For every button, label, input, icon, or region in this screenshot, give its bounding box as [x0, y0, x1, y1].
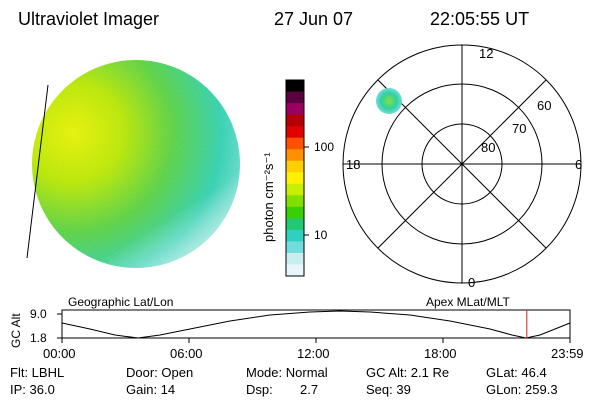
glat-readout: GLat: 46.4: [486, 365, 547, 380]
colorbar-segment: [286, 137, 304, 150]
gc-alt-readout: GC Alt: 2.1 Re: [366, 365, 450, 380]
x-tick-1200: 12:00: [297, 346, 330, 361]
colorbar-segment: [286, 229, 304, 242]
y-tick-low: 1.8: [30, 331, 47, 345]
ip-readout: IP: 36.0: [10, 382, 55, 397]
x-tick-0600: 06:00: [170, 346, 203, 361]
colorbar-segment: [286, 172, 304, 185]
colorbar-segment: [286, 264, 304, 277]
apex-mlat-mlt-label: Apex MLat/MLT: [426, 295, 510, 309]
mlt-label-18: 18: [346, 157, 361, 172]
terminator-line: [26, 84, 49, 259]
dsp-value: 2.7: [300, 382, 319, 397]
colorbar-segment: [286, 80, 304, 93]
mlat-label-60: 60: [537, 98, 552, 113]
colorbar-unit-label: photon cm⁻²s⁻¹: [261, 152, 276, 242]
colorbar-tick-10: 10: [314, 228, 328, 242]
time-label: 22:05:55 UT: [430, 9, 530, 29]
gain-readout: Gain: 14: [126, 382, 176, 397]
colorbar-segment: [286, 149, 304, 162]
y-tick-high: 9.0: [30, 307, 47, 321]
colorbar-segment: [286, 114, 304, 127]
uv-earth-disk-image: [26, 60, 240, 268]
colorbar-segment: [286, 218, 304, 231]
auroral-emission-patch: [376, 88, 402, 114]
colorbar-segment: [286, 206, 304, 219]
orbit-altitude-timeline: [57, 309, 571, 343]
dsp-label: Dsp:: [246, 382, 273, 397]
colorbar-segment: [286, 195, 304, 208]
colorbar-segment: [286, 252, 304, 265]
colorbar-segment: [286, 126, 304, 139]
colorbar-tick-100: 100: [314, 140, 335, 154]
x-tick-0000: 00:00: [43, 346, 76, 361]
geographic-latlon-label: Geographic Lat/Lon: [68, 295, 174, 309]
mlat-label-70: 70: [512, 121, 527, 136]
colorbar-segment: [286, 183, 304, 196]
instrument-title: Ultraviolet Imager: [18, 9, 160, 29]
mode-readout: Mode: Normal: [246, 365, 328, 380]
x-tick-2359: 23:59: [551, 346, 584, 361]
date-label: 27 Jun 07: [274, 9, 354, 29]
mlt-label-6: 6: [575, 157, 583, 172]
colorbar-segment: [286, 241, 304, 254]
gc-alt-curve: [61, 310, 571, 339]
sequence-readout: Seq: 39: [366, 382, 411, 397]
glon-readout: GLon: 259.3: [486, 382, 558, 397]
door-readout: Door: Open: [126, 365, 194, 380]
mlt-label-12: 12: [479, 46, 494, 61]
color-scale-bar: [285, 79, 305, 277]
x-tick-1800: 18:00: [424, 346, 457, 361]
gc-alt-axis-label: GC Alt: [9, 313, 23, 348]
colorbar-segment: [286, 103, 304, 116]
mlat-label-80: 80: [481, 140, 496, 155]
polar-mlt-plot: [342, 44, 582, 284]
colorbar-segment: [286, 91, 304, 104]
colorbar-segment: [286, 160, 304, 173]
filter-readout: Flt: LBHL: [10, 365, 65, 380]
mlt-label-0: 0: [468, 275, 476, 290]
